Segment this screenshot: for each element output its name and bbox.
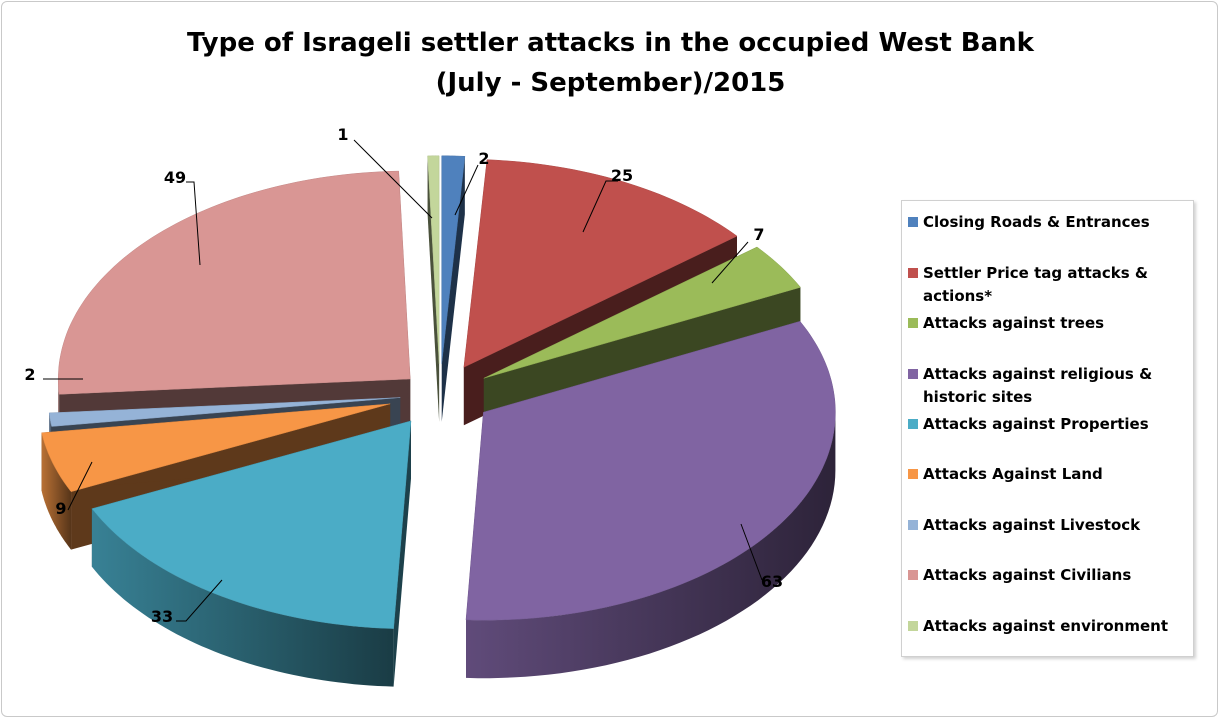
slice-rim bbox=[91, 508, 394, 687]
legend-swatch bbox=[908, 469, 918, 479]
leader-line-attacks-against-civilians bbox=[186, 181, 201, 266]
slice-top bbox=[91, 420, 412, 629]
legend-label: Attacks against trees bbox=[923, 314, 1105, 332]
legend-label: Closing Roads & Entrances bbox=[923, 213, 1150, 231]
slice-rim bbox=[41, 432, 72, 550]
slice-top bbox=[483, 246, 801, 379]
leader-line-attacks-against-religious-historic-sites bbox=[740, 523, 763, 581]
legend-label: Attacks Against Land bbox=[923, 465, 1103, 483]
data-label-attacks-against-religious-historic-sites: 63 bbox=[761, 572, 783, 591]
pie-slice-attacks-against-properties bbox=[91, 420, 412, 687]
slice-top bbox=[57, 170, 411, 395]
leader-line-closing-roads-entrances bbox=[454, 164, 479, 216]
data-label-closing-roads-entrances: 2 bbox=[478, 149, 489, 168]
slice-top bbox=[41, 403, 391, 492]
legend-swatch bbox=[908, 217, 918, 227]
legend-swatch bbox=[908, 621, 918, 631]
pie-chart: 2 25 7 63 33 9 2 49 1 bbox=[24, 125, 836, 687]
pie-slice-closing-roads-entrances bbox=[441, 155, 466, 422]
legend-swatch bbox=[908, 369, 918, 379]
legend-swatch bbox=[908, 520, 918, 530]
legend-label: Attacks against Civilians bbox=[923, 566, 1132, 584]
chart-title: Type of Isrageli settler attacks in the … bbox=[187, 28, 1034, 58]
legend-swatch bbox=[908, 570, 918, 580]
slice-top bbox=[463, 159, 738, 368]
pie-slice-attacks-against-environment bbox=[427, 155, 440, 422]
chart-subtitle: (July - September)/2015 bbox=[435, 68, 786, 98]
slice-rim bbox=[466, 412, 836, 679]
leader-line-attacks-against-environment bbox=[353, 139, 433, 219]
chart-legend: Closing Roads & Entrances Settler Price t… bbox=[901, 200, 1194, 657]
legend-label: Settler Price tag attacks & actions* bbox=[923, 264, 1149, 305]
leader-line-attacks-against-trees bbox=[711, 241, 749, 284]
slice-wall bbox=[393, 420, 411, 687]
legend-label: Attacks against Properties bbox=[923, 415, 1149, 433]
legend-swatch bbox=[908, 318, 918, 328]
data-label-attacks-against-environment: 1 bbox=[337, 125, 348, 144]
data-label-attacks-against-properties: 33 bbox=[151, 607, 173, 626]
data-label-settler-price-tag-attacks-actions: 25 bbox=[611, 166, 633, 185]
data-label-attacks-against-land: 9 bbox=[55, 499, 66, 518]
legend-label: Attacks against religious & historic sit… bbox=[923, 365, 1153, 406]
legend-swatch bbox=[908, 419, 918, 429]
legend-swatch bbox=[908, 268, 918, 278]
leader-line-attacks-against-land bbox=[67, 461, 93, 511]
data-label-attacks-against-livestock: 2 bbox=[24, 365, 35, 384]
legend-label: Attacks against Livestock bbox=[923, 516, 1141, 534]
slice-wall bbox=[441, 156, 465, 422]
slice-top bbox=[441, 155, 466, 364]
slice-wall bbox=[427, 155, 440, 422]
data-label-attacks-against-civilians: 49 bbox=[164, 168, 186, 187]
legend-label: Attacks against environment bbox=[923, 617, 1169, 635]
slice-top bbox=[427, 155, 440, 364]
slice-top bbox=[48, 397, 401, 427]
data-label-attacks-against-trees: 7 bbox=[753, 225, 764, 244]
leader-line-attacks-against-properties bbox=[176, 579, 223, 622]
slice-top bbox=[465, 321, 836, 621]
pie-slice-attacks-against-religious-historic-sites bbox=[465, 321, 836, 679]
leader-line-settler-price-tag-attacks-actions bbox=[582, 180, 618, 233]
